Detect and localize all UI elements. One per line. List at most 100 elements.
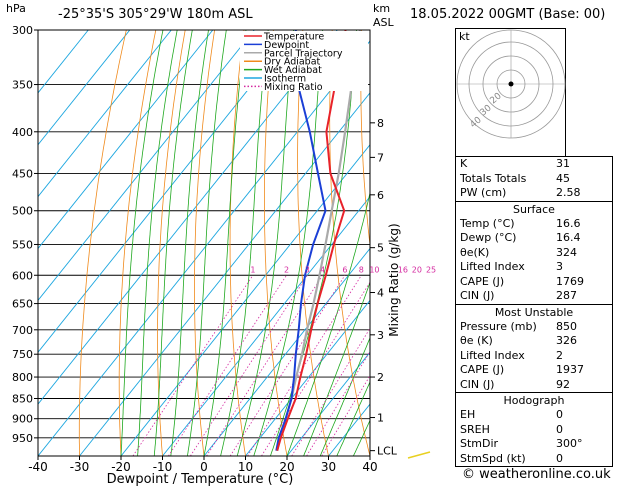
- mixing-ratio-label: 16: [398, 265, 408, 274]
- mu-row: CIN (J) 92: [460, 377, 570, 391]
- temperature-line: [276, 30, 347, 451]
- wet-adiabat: [319, 336, 370, 456]
- legend-label: Parcel Trajectory: [264, 48, 343, 59]
- hodograph-frame: [455, 28, 566, 157]
- hodograph-center-marker: [508, 81, 514, 87]
- surface-row: θe(K) 324: [460, 245, 577, 259]
- isotherm: [162, 195, 370, 456]
- mixing-ratio-line: [291, 327, 370, 456]
- mixing-ratio-label: 2: [284, 265, 289, 274]
- mixing-ratio-line: [261, 281, 370, 456]
- mixing-ratio-line: [247, 275, 362, 456]
- dry-adiabat: [194, 30, 215, 456]
- pressure-tick-label: 950: [12, 432, 33, 445]
- surface-row: CAPE (J) 1769: [460, 274, 584, 288]
- pressure-tick-label: 300: [12, 24, 33, 37]
- dry-adiabat: [360, 30, 370, 249]
- hodo-row: StmSpd (kt) 0: [460, 451, 563, 465]
- dry-adiabat: [229, 30, 246, 456]
- background-lines: [38, 30, 370, 456]
- hodograph-unit: kt: [459, 30, 470, 43]
- height-axis: 8 7 6 5 4 3 2 1 LCL: [370, 117, 398, 458]
- wet-adiabat: [286, 191, 370, 456]
- mixing-ratio-line: [168, 275, 287, 456]
- dry-adiabat: [157, 30, 186, 456]
- isotherm: [79, 92, 370, 456]
- temperature-tick-label: -10: [153, 460, 173, 474]
- dry-adiabat: [297, 30, 329, 456]
- legend-label: Isotherm: [264, 74, 306, 85]
- surface-row: CIN (J) 287: [460, 289, 577, 302]
- surface-row: Lifted Index 3: [460, 260, 563, 273]
- mixing-ratio-line: [306, 350, 370, 456]
- wet-adiabat: [336, 380, 370, 456]
- height-tick-label: 5: [377, 242, 384, 255]
- mu-row: Lifted Index 2: [460, 348, 563, 362]
- mixing-ratio-label: 25: [426, 265, 436, 274]
- asl-unit-label: ASL: [373, 16, 394, 29]
- index-row-k: K 31: [460, 157, 570, 170]
- mixing-ratio-line: [206, 275, 323, 456]
- hodograph: kt 20 30 40: [455, 28, 566, 157]
- isotherm: [38, 30, 255, 302]
- mixing-ratio-line: [321, 374, 370, 456]
- wet-adiabat: [153, 30, 193, 456]
- wet-adiabat: [303, 281, 370, 456]
- temperature-tick-label: 40: [362, 460, 377, 474]
- profile-lines: [275, 30, 362, 451]
- temperature-tick-label: -40: [28, 460, 48, 474]
- pressure-tick-label: 900: [12, 413, 33, 426]
- surface-section: Surface Temp (°C) 16.6 Dewp (°C) 16.4 θe(K…: [456, 200, 612, 304]
- pressure-tick-label: 650: [12, 298, 33, 311]
- wet-adiabat: [220, 30, 269, 456]
- temperature-tick-label: 30: [321, 460, 336, 474]
- most-unstable-section: Most Unstable Pressure (mb) 850 θe (K) 326…: [456, 303, 612, 393]
- height-tick-label: 4: [377, 287, 384, 300]
- legend-label: Wet Adiabat: [264, 65, 322, 76]
- mu-row: Pressure (mb) 850: [460, 319, 577, 333]
- legend-label: Dry Adiabat: [264, 57, 321, 68]
- mixing-ratio-label: 20: [412, 265, 422, 274]
- isotherm: [286, 351, 370, 456]
- most-unstable-title: Most Unstable: [494, 305, 574, 319]
- surface-title: Surface: [513, 202, 555, 216]
- isotherm: [203, 247, 370, 456]
- legend-label: Dewpoint: [264, 40, 309, 51]
- wet-adiabat: [236, 30, 294, 456]
- height-tick-label: 1: [377, 412, 384, 425]
- legend-label: Temperature: [263, 32, 324, 43]
- surface-row: Temp (°C) 16.6: [460, 216, 581, 230]
- isotherm: [38, 30, 338, 405]
- mixing-ratio-labels: 1 2 3 4 6 8 10 16 20 25: [250, 265, 436, 274]
- wet-adiabat: [170, 30, 209, 456]
- height-tick-label: 6: [377, 189, 384, 202]
- index-row-pw: PW (cm) 2.58: [460, 186, 581, 199]
- isotherm: [38, 30, 131, 146]
- dry-adiabat: [264, 30, 288, 456]
- hodo-row: SREH 0: [460, 422, 563, 436]
- hodograph-table-title: Hodograph: [503, 394, 565, 407]
- dry-adiabat: [329, 30, 370, 456]
- dewpoint-line: [275, 30, 327, 451]
- wet-adiabat: [120, 30, 164, 456]
- mixing-ratio-label: 8: [359, 265, 364, 274]
- temperature-axis: -40 -30 -20 -10 0 10 20 30 40: [28, 456, 378, 474]
- temperature-tick-label: 20: [279, 460, 294, 474]
- dry-adiabat: [78, 30, 127, 456]
- credit-link[interactable]: © weatheronline.co.uk: [462, 467, 611, 482]
- km-unit-label: km: [373, 2, 391, 15]
- pressure-tick-label: 450: [12, 167, 33, 180]
- height-tick-label: 2: [377, 371, 384, 384]
- parcel-trajectory-line: [276, 30, 362, 451]
- legend-label: Mixing Ratio: [264, 82, 323, 93]
- temperature-tick-label: 10: [238, 460, 253, 474]
- wet-adiabat: [203, 30, 247, 456]
- wet-adiabat: [187, 30, 227, 456]
- temperature-tick-label: 0: [200, 460, 208, 474]
- indices-panel: K 31 Totals Totals 45 PW (cm) 2.58 Surface …: [455, 156, 613, 467]
- mixing-ratio-label: 3: [305, 265, 310, 274]
- height-tick-label: 8: [377, 117, 384, 130]
- mixing-ratio-label: 1: [250, 265, 255, 274]
- pressure-unit-label: hPa: [6, 2, 26, 15]
